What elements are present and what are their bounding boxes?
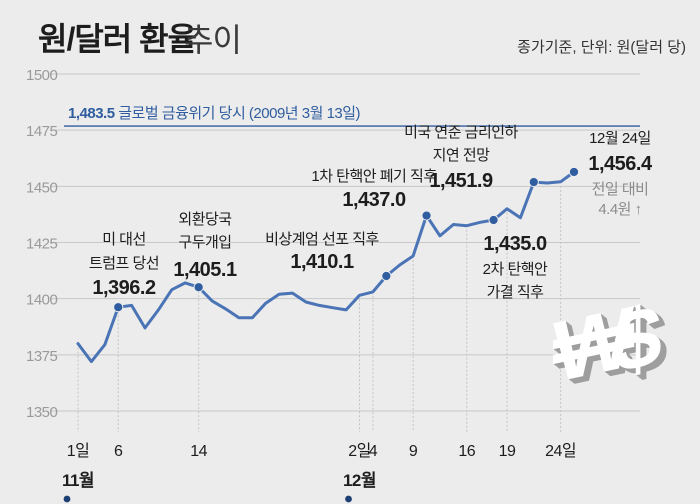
annotation-text: 12월 24일 [589,130,651,147]
month-marker [345,495,352,503]
annotation-text: 비상계엄 선포 직후 [265,231,379,248]
svg-text:$: $ [620,291,668,397]
annotation-text: 지연 전망 [433,147,491,164]
annotation-text: 미 대선 [102,231,146,248]
x-tick-label: 6 [114,443,123,460]
data-point [193,282,204,293]
data-point [488,214,499,226]
svg-text:₩: ₩ [557,291,639,404]
x-tick-label: 16 [458,443,475,460]
svg-text:₩: ₩ [553,288,635,401]
month-label: 12월 [343,471,376,490]
annotation-subtext: 4.4원 ↑ [598,201,641,218]
x-tick-label: 1일 [67,442,90,460]
x-tick-label: 2일 [348,442,371,460]
data-point [421,210,432,221]
y-tick-label: 1450 [26,179,58,196]
won-dollar-illustration-icon: ₩$₩$₩$₩$₩$₩$₩$ [553,286,668,406]
svg-text:₩: ₩ [555,289,637,402]
annotation-text: 2차 탄핵안 [483,261,548,278]
annotation-text: 트럼프 당선 [89,255,159,272]
y-tick-label: 1500 [26,67,58,84]
annotation-value: 1,405.1 [173,259,237,281]
y-tick-label: 1350 [26,404,58,421]
data-point [528,176,539,188]
svg-text:$: $ [614,286,662,392]
data-point [113,302,124,313]
x-tick-label: 4 [369,443,378,460]
annotation-value: 1,437.0 [342,189,406,211]
svg-text:$: $ [618,289,666,395]
y-tick-label: 1475 [26,123,58,140]
svg-text:₩: ₩ [559,293,641,406]
data-point [381,270,392,282]
annotation-text: 가결 직후 [487,284,545,301]
svg-text:₩: ₩ [556,290,638,403]
data-point [568,166,580,178]
annotation-value: 1,435.0 [483,233,547,255]
month-label: 11월 [62,471,94,490]
unit-note: 종가기준, 단위: 원(달러 당) [517,39,686,56]
chart-title: 원/달러 환율 [38,21,197,57]
x-tick-label: 24일 [545,442,576,460]
y-tick-label: 1375 [26,348,58,365]
annotation-value: 1,410.1 [290,251,354,273]
annotation-subtext: 전일 대비 [592,181,649,198]
svg-text:$: $ [617,289,665,395]
annotation-text: 외환당국 [178,211,232,228]
annotation-text: 1차 탄핵안 폐기 직후 [311,168,437,185]
x-tick-label: 14 [190,443,207,460]
y-tick-label: 1425 [26,236,58,253]
month-marker [63,495,71,503]
annotation-text: 미국 연준 금리인하 [404,124,518,141]
x-tick-label: 19 [499,443,516,460]
reference-line-label: 1,483.5 글로벌 금융위기 당시 (2009년 3월 13일) [68,105,361,122]
svg-text:₩: ₩ [558,292,640,405]
annotation-text: 구두개입 [178,234,231,251]
svg-text:$: $ [616,288,664,394]
annotation-value: 1,451.9 [429,170,493,192]
annotation-value: 1,456.4 [588,153,653,175]
svg-text:$: $ [619,290,667,396]
svg-text:₩: ₩ [554,289,636,402]
svg-text:$: $ [615,287,663,393]
x-tick-label: 9 [409,443,418,460]
chart-title-suffix: 추이 [184,22,242,58]
annotation-value: 1,396.2 [92,277,156,299]
y-tick-label: 1400 [26,292,58,309]
